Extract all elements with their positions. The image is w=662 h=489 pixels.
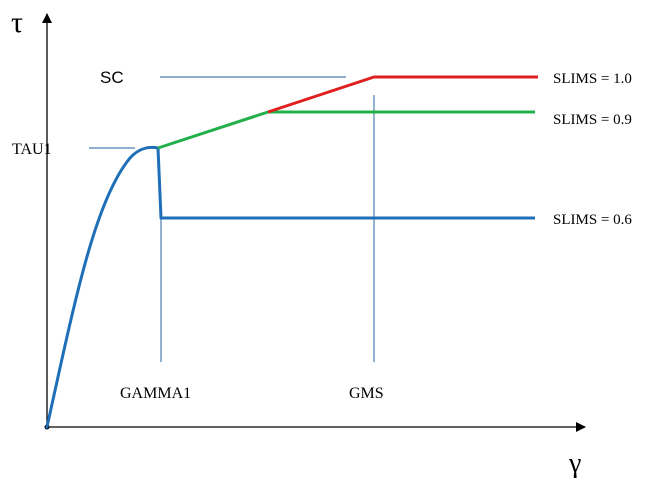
x-axis-symbol: γ — [568, 448, 581, 479]
slims-0-9-label: SLIMS = 0.9 — [553, 112, 632, 128]
sc-label: SC — [100, 68, 124, 87]
slims-1-0-label: SLIMS = 1.0 — [553, 71, 632, 87]
gms-label: GMS — [349, 385, 384, 402]
curve-slims-1-0 — [267, 75, 538, 114]
slims-0-6-label: SLIMS = 0.6 — [553, 212, 632, 228]
curve-slims-0-9 — [157, 110, 535, 150]
tau1-label: TAU1 — [12, 141, 52, 158]
curve-slims-0-6 — [156, 147, 535, 220]
y-axis-symbol: τ — [11, 6, 23, 39]
initial-loading-curve — [45, 145, 160, 429]
gamma1-label: GAMMA1 — [120, 385, 191, 402]
